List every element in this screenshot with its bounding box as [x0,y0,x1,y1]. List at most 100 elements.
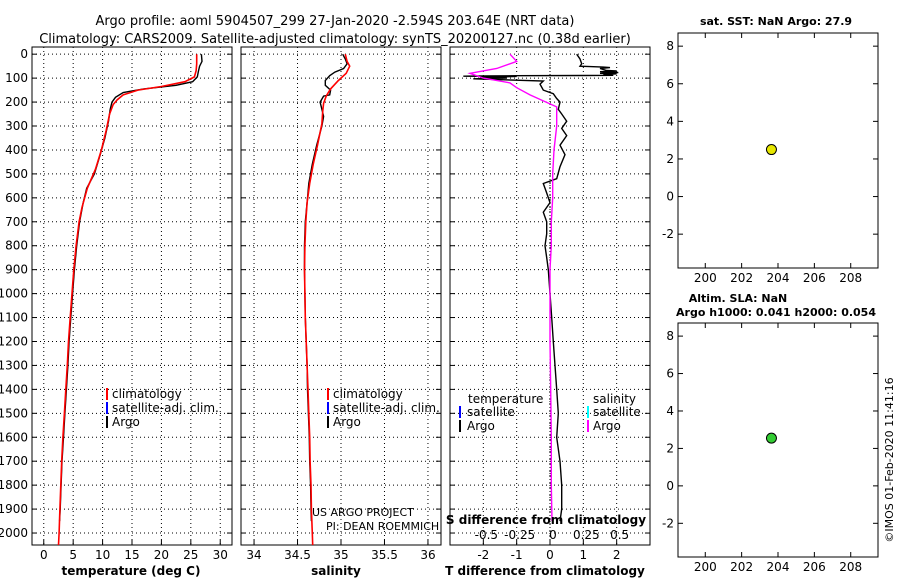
depth-tick-label: 400 [5,143,28,157]
scatter-point [765,144,777,156]
x-tick-label: 36 [420,548,435,562]
depth-tick-label: 0 [20,47,28,61]
series-climatology [57,54,198,546]
sla-title-line-2: Argo h1000: 0.041 h2000: 0.054 [676,306,876,319]
project-credit-line-1: US ARGO PROJECT [312,506,414,519]
depth-tick-label: 1800 [0,478,28,492]
legend-label: climatology [333,387,403,401]
x-tick-label: 200 [694,271,717,285]
sla-title-line-1: Altim. SLA: NaN [689,292,788,305]
legend-label: Argo [112,415,140,429]
y-tick-label: 2 [666,441,674,455]
s-diff-tick-label: 0.25 [573,528,600,542]
plot-frame [677,322,879,558]
x-tick-label: 2 [613,548,621,562]
x-tick-label: 200 [694,560,717,574]
x-tick-label: 5 [69,548,77,562]
y-tick-label: 0 [666,190,674,204]
depth-tick-label: 800 [5,239,28,253]
project-credit-line-2: PI: DEAN ROEMMICH [326,520,439,533]
x-tick-label: 34 [246,548,261,562]
x-tick-label: 1 [580,548,588,562]
x-tick-label: 35 [333,548,348,562]
depth-tick-label: 700 [5,215,28,229]
salinity-panel: 34 34.5 35 35.5 36 climatologysatellite-adj. … [240,46,442,562]
depth-tick-label: 200 [5,95,28,109]
legend-label: climatology [112,387,182,401]
x-tick-label: 25 [183,548,198,562]
temperature-xlabel: temperature (deg C) [62,564,201,578]
s-diff-tick-label: -0.25 [504,528,535,542]
temperature-panel: 0 5 10 15 20 25 300100200300400500600700800900… [0,46,233,562]
x-tick-label: 0 [546,548,554,562]
x-tick-label: 202 [730,560,753,574]
legend-label: satellite [593,405,641,419]
x-tick-label: -2 [477,548,489,562]
depth-tick-label: 1100 [0,311,28,325]
x-tick-label: 206 [803,560,826,574]
imos-timestamp: ©IMOS 01-Feb-2020 11:41:16 [883,377,896,542]
depth-tick-label: 300 [5,119,28,133]
y-tick-label: -2 [662,227,674,241]
s-difference-xlabel: S difference from climatology [446,513,646,527]
series-s-difference-argo [467,53,558,522]
depth-tick-label: 1200 [0,334,28,348]
depth-tick-label: 1000 [0,287,28,301]
x-tick-label: 0 [40,548,48,562]
depth-tick-label: 900 [5,263,28,277]
sst-title: sat. SST: NaN Argo: 27.9 [700,15,852,28]
depth-tick-label: 500 [5,167,28,181]
x-tick-label: 208 [839,560,862,574]
x-tick-label: 35.5 [371,548,398,562]
x-tick-label: 202 [730,271,753,285]
legend-label: Argo [593,419,621,433]
depth-tick-label: 1900 [0,502,28,516]
depth-tick-label: 1400 [0,382,28,396]
header-line-1: Argo profile: aoml 5904507_299 27-Jan-20… [96,14,575,29]
t-difference-xlabel: T difference from climatology [445,564,645,578]
series-t-difference-argo [463,53,619,522]
series-climatology [303,54,351,546]
x-tick-label: -1 [511,548,523,562]
y-tick-label: 8 [666,39,674,53]
y-tick-label: 6 [666,367,674,381]
depth-tick-label: 1500 [0,406,28,420]
header-line-2: Climatology: CARS2009. Satellite-adjuste… [39,32,631,47]
s-diff-tick-label: 0 [549,528,557,542]
x-tick-label: 204 [767,271,790,285]
x-tick-label: 204 [767,560,790,574]
y-tick-label: 4 [666,114,674,128]
legend-heading-salinity: salinity [593,392,636,406]
s-diff-tick-label: -0.5 [475,528,498,542]
series-argo [58,54,203,522]
scatter-point [765,432,777,444]
depth-tick-label: 1700 [0,454,28,468]
y-tick-label: 6 [666,77,674,91]
legend-label: satellite-adj. clim. [112,401,219,415]
y-tick-label: 8 [666,329,674,343]
salinity-xlabel: salinity [311,564,361,578]
depth-tick-label: 600 [5,191,28,205]
x-tick-label: 208 [839,271,862,285]
x-tick-label: 206 [803,271,826,285]
difference-panel: -2 -1 0 1 2 -0.5 -0.25 0 0.25 0.5 temperature salin… [449,46,651,562]
x-tick-label: 20 [154,548,169,562]
depth-tick-label: 1300 [0,358,28,372]
x-tick-label: 34.5 [284,548,311,562]
x-tick-label: 10 [95,548,110,562]
legend-heading-temperature: temperature [468,392,543,406]
legend-label: satellite [467,405,515,419]
y-tick-label: 0 [666,479,674,493]
legend-label: Argo [467,419,495,433]
y-tick-label: -2 [662,516,674,530]
x-tick-label: 30 [213,548,228,562]
y-tick-label: 4 [666,404,674,418]
plot-frame [677,32,879,269]
legend-label: Argo [333,415,361,429]
x-tick-label: 15 [124,548,139,562]
depth-tick-label: 1600 [0,430,28,444]
sst-panel: 200 202 204 206 208 -2 0 2 4 6 8 [662,32,879,285]
sla-panel: 200 202 204 206 208 -2 0 2 4 6 8 [662,322,879,574]
s-diff-tick-label: 0.5 [610,528,629,542]
